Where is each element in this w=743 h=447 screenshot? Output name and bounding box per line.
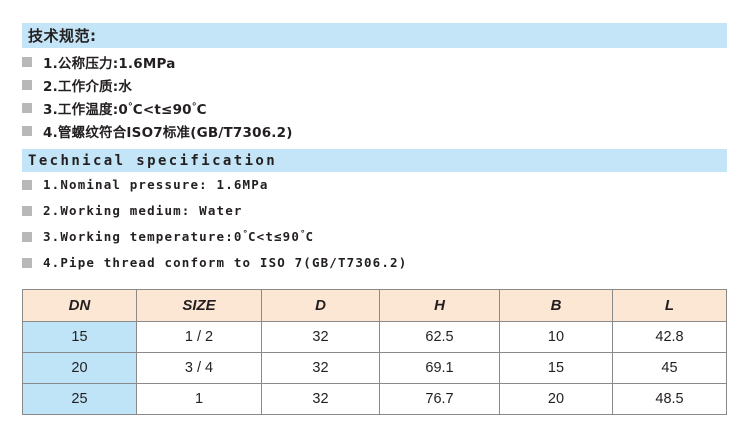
table-header-row: DN SIZE D H B L (22, 289, 727, 322)
english-spec-item-4: 4.Pipe thread conform to ISO 7(GB/T7306.… (22, 255, 407, 270)
bullet-square-icon (22, 80, 32, 90)
cell-dn: 20 (22, 352, 137, 384)
table-row: 25 1 32 76.7 20 48.5 (22, 383, 727, 415)
english-spec-item-2-label: 2.Working medium: Water (43, 203, 243, 218)
chinese-spec-item-4: 4.管螺纹符合ISO7标准(GB/T7306.2) (22, 121, 293, 141)
table-header-dn: DN (22, 289, 137, 322)
chinese-spec-item-4-label: 4.管螺纹符合ISO7标准(GB/T7306.2) (43, 125, 293, 141)
english-section-header-band: Technical specification (22, 149, 727, 172)
cell-size: 1 (136, 383, 262, 415)
table-header-l: L (612, 289, 727, 322)
cell-l: 42.8 (612, 321, 727, 353)
cell-b: 20 (499, 383, 613, 415)
cell-h: 62.5 (379, 321, 500, 353)
table-header-b: B (499, 289, 613, 322)
cell-b: 10 (499, 321, 613, 353)
english-spec-item-1: 1.Nominal pressure: 1.6MPa (22, 177, 269, 192)
bullet-square-icon (22, 57, 32, 67)
chinese-section-header-band: 技术规范: (22, 23, 727, 48)
chinese-spec-item-2-label: 2.工作介质:水 (43, 79, 133, 95)
cell-h: 69.1 (379, 352, 500, 384)
english-spec-item-3-label: 3.Working temperature:0°C<t≤90°C (43, 229, 315, 244)
chinese-spec-item-2: 2.工作介质:水 (22, 75, 132, 95)
table-row: 20 3 / 4 32 69.1 15 45 (22, 352, 727, 384)
table-header-size: SIZE (136, 289, 262, 322)
dimensions-table: DN SIZE D H B L 15 1 / 2 32 62.5 10 42.8… (22, 289, 727, 415)
chinese-spec-item-3-label: 3.工作温度:0°C<t≤90°C (43, 101, 207, 118)
cell-h: 76.7 (379, 383, 500, 415)
english-section-title: Technical specification (28, 152, 278, 169)
chinese-section-title: 技术规范: (28, 27, 97, 45)
table-row: 15 1 / 2 32 62.5 10 42.8 (22, 321, 727, 353)
chinese-spec-item-1-label: 1.公称压力:1.6MPa (43, 56, 176, 72)
bullet-square-icon (22, 205, 32, 216)
cell-dn: 25 (22, 383, 137, 415)
english-spec-item-2: 2.Working medium: Water (22, 203, 243, 218)
english-spec-item-1-label: 1.Nominal pressure: 1.6MPa (43, 177, 269, 192)
cell-dn: 15 (22, 321, 137, 353)
cell-b: 15 (499, 352, 613, 384)
bullet-square-icon (22, 103, 32, 113)
bullet-square-icon (22, 257, 32, 268)
cell-size: 3 / 4 (136, 352, 262, 384)
cell-l: 45 (612, 352, 727, 384)
chinese-spec-item-1: 1.公称压力:1.6MPa (22, 52, 176, 72)
bullet-square-icon (22, 126, 32, 136)
bullet-square-icon (22, 231, 32, 242)
english-spec-item-3: 3.Working temperature:0°C<t≤90°C (22, 229, 314, 244)
cell-size: 1 / 2 (136, 321, 262, 353)
bullet-square-icon (22, 179, 32, 190)
cell-d: 32 (261, 383, 380, 415)
cell-d: 32 (261, 352, 380, 384)
table-header-h: H (379, 289, 500, 322)
chinese-spec-item-3: 3.工作温度:0°C<t≤90°C (22, 98, 207, 118)
cell-d: 32 (261, 321, 380, 353)
table-header-d: D (261, 289, 380, 322)
english-spec-item-4-label: 4.Pipe thread conform to ISO 7(GB/T7306.… (43, 255, 408, 270)
cell-l: 48.5 (612, 383, 727, 415)
